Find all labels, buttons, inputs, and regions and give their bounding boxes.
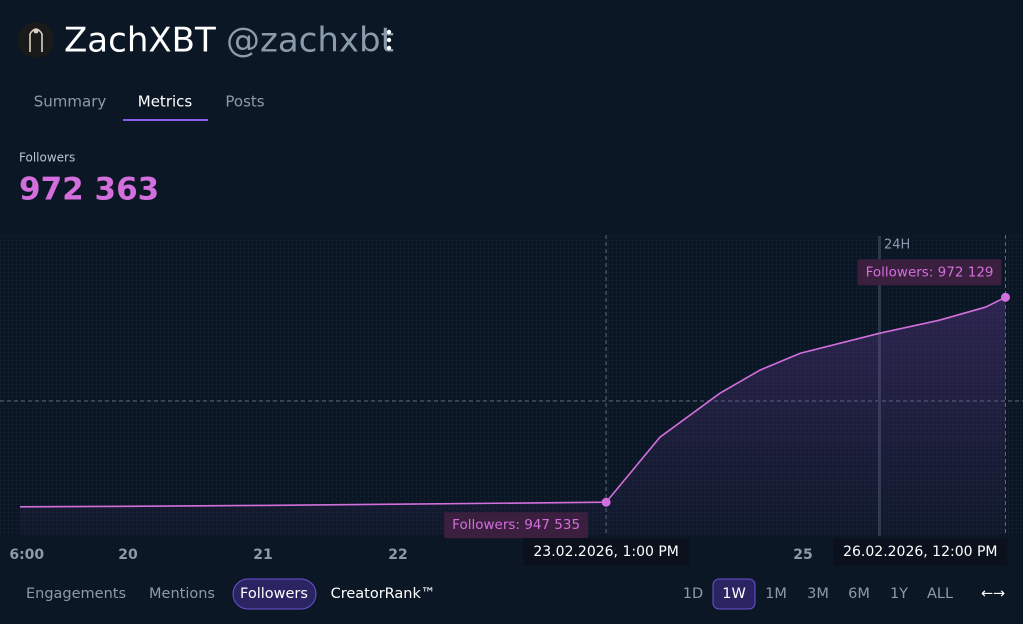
pill-active bbox=[712, 578, 756, 610]
tooltip-box bbox=[444, 512, 589, 539]
profile-name: ZachXBT bbox=[64, 21, 216, 61]
range-button[interactable]: 6M bbox=[848, 586, 870, 602]
tooltip-value: Followers: 972 129 bbox=[866, 264, 994, 280]
x-tick-label: 25 bbox=[793, 547, 812, 563]
tab-active[interactable]: Metrics bbox=[138, 93, 193, 111]
metric-button[interactable]: CreatorRank™ bbox=[331, 586, 436, 602]
range-button[interactable]: 3M bbox=[807, 586, 829, 602]
range-button-active[interactable]: 1W bbox=[722, 586, 746, 602]
data-point bbox=[1001, 292, 1010, 302]
avatar[interactable] bbox=[18, 22, 54, 58]
tooltip-value: Followers: 947 535 bbox=[452, 517, 580, 533]
date-label: 26.02.2026, 12:00 PM bbox=[843, 544, 997, 560]
tooltip-box bbox=[857, 259, 1002, 286]
x-tick-label: 22 bbox=[388, 547, 407, 563]
metric-label: Followers bbox=[19, 151, 75, 165]
profile-handle: @zachxbt bbox=[226, 21, 394, 61]
tab[interactable]: Posts bbox=[225, 93, 264, 111]
tab[interactable]: Summary bbox=[34, 93, 107, 111]
pill-active bbox=[232, 578, 317, 610]
date-box bbox=[833, 538, 1008, 566]
line bbox=[19, 296, 1006, 508]
range-button[interactable]: 1Y bbox=[890, 586, 908, 602]
data-point bbox=[601, 497, 611, 507]
tab-underline bbox=[123, 119, 208, 121]
metric-value: 972 363 bbox=[19, 172, 159, 208]
scroll-toggle[interactable]: ←→ bbox=[981, 586, 1005, 602]
x-tick-label: 20 bbox=[118, 547, 138, 563]
metric-button[interactable]: Engagements bbox=[26, 586, 126, 602]
x-tick-label: 6:00 bbox=[9, 547, 44, 563]
date-label: 23.02.2026, 1:00 PM bbox=[533, 544, 678, 560]
range-button[interactable]: 1D bbox=[683, 586, 703, 602]
more-menu[interactable] bbox=[386, 29, 392, 51]
metric-button-active[interactable]: Followers bbox=[240, 586, 308, 602]
date-box bbox=[523, 538, 689, 566]
chart: 24H 6:00 20 21 22 25 Followers: 947 535 23.02.2… bbox=[0, 235, 1023, 566]
range-button[interactable]: 1M bbox=[765, 586, 787, 602]
area bbox=[20, 297, 1006, 535]
metric-button[interactable]: Mentions bbox=[149, 586, 215, 602]
footer: Engagements Mentions Followers CreatorRa… bbox=[26, 578, 1005, 610]
period-marker-label: 24H bbox=[884, 238, 910, 253]
x-tick-label: 21 bbox=[253, 547, 272, 563]
range-button[interactable]: ALL bbox=[927, 586, 953, 602]
